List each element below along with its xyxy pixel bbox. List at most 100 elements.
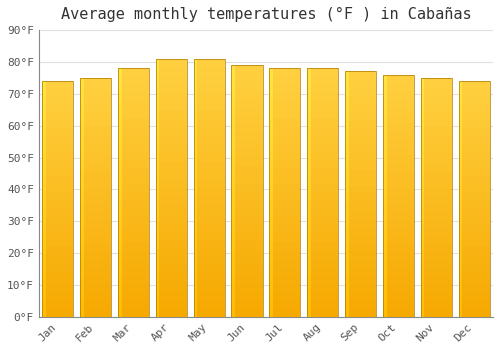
Bar xyxy=(156,136,187,145)
Bar xyxy=(345,309,349,317)
Bar xyxy=(383,123,386,131)
Bar xyxy=(458,112,490,120)
Bar xyxy=(194,93,198,102)
Bar xyxy=(156,127,187,136)
Bar xyxy=(270,184,273,192)
Bar xyxy=(458,160,490,168)
Bar xyxy=(156,214,187,222)
Bar xyxy=(118,77,122,85)
Bar xyxy=(80,142,111,149)
Bar xyxy=(118,176,149,184)
Bar xyxy=(307,275,338,284)
Bar xyxy=(194,127,198,136)
Bar xyxy=(345,71,349,80)
Bar xyxy=(42,175,74,183)
Bar xyxy=(42,246,46,254)
Bar xyxy=(421,197,452,205)
Bar xyxy=(80,245,111,253)
Bar xyxy=(80,94,111,102)
Bar xyxy=(42,152,74,160)
Bar xyxy=(80,158,111,166)
Bar xyxy=(307,159,311,168)
Bar xyxy=(421,277,424,285)
Bar xyxy=(194,93,224,102)
Bar xyxy=(42,270,74,278)
Bar xyxy=(383,147,386,155)
Bar xyxy=(42,144,74,152)
Bar xyxy=(458,175,490,183)
Bar xyxy=(80,253,84,261)
Bar xyxy=(421,78,452,86)
Bar xyxy=(383,91,386,99)
Bar xyxy=(307,267,311,275)
Bar xyxy=(194,119,198,127)
Bar xyxy=(421,86,452,94)
Bar xyxy=(156,222,187,231)
Bar xyxy=(345,153,349,161)
Bar xyxy=(345,227,349,235)
Bar xyxy=(42,160,46,168)
Bar xyxy=(42,285,46,293)
Bar xyxy=(156,205,160,214)
Bar xyxy=(232,292,262,300)
Bar xyxy=(421,269,452,277)
Bar xyxy=(118,209,149,217)
Bar xyxy=(118,126,149,134)
Bar xyxy=(156,257,160,265)
Bar xyxy=(80,126,84,134)
Bar xyxy=(270,102,273,110)
Bar xyxy=(118,77,149,85)
Bar xyxy=(118,85,149,93)
Bar xyxy=(458,105,462,112)
Bar xyxy=(80,293,111,301)
Bar xyxy=(270,184,300,192)
Bar xyxy=(421,166,424,174)
Bar xyxy=(270,134,300,143)
Bar xyxy=(345,178,376,186)
Bar xyxy=(421,158,452,166)
Bar xyxy=(307,143,311,151)
Bar xyxy=(194,110,224,119)
Bar xyxy=(458,199,490,207)
Bar xyxy=(42,278,46,285)
Bar xyxy=(383,75,414,317)
Bar xyxy=(194,291,224,300)
Bar xyxy=(118,201,122,209)
Bar xyxy=(156,110,160,119)
Bar xyxy=(383,204,414,212)
Bar xyxy=(421,261,452,269)
Bar xyxy=(421,102,452,110)
Bar xyxy=(307,267,338,275)
Bar xyxy=(383,309,386,317)
Bar xyxy=(345,292,376,300)
Bar xyxy=(458,199,462,207)
Bar xyxy=(232,199,235,208)
Bar xyxy=(307,85,311,93)
Bar xyxy=(80,189,84,197)
Bar xyxy=(118,68,149,77)
Bar xyxy=(118,234,149,242)
Bar xyxy=(383,75,414,83)
Bar xyxy=(458,97,462,105)
Bar xyxy=(42,223,46,230)
Bar xyxy=(194,188,224,196)
Bar xyxy=(80,118,111,126)
Bar xyxy=(42,230,46,238)
Bar xyxy=(307,308,311,317)
Bar xyxy=(118,118,122,126)
Bar xyxy=(270,126,300,134)
Bar xyxy=(458,254,462,262)
Bar xyxy=(307,217,311,226)
Bar xyxy=(194,222,198,231)
Bar xyxy=(383,212,414,220)
Bar xyxy=(458,270,462,278)
Bar xyxy=(80,78,111,317)
Bar xyxy=(156,179,187,188)
Bar xyxy=(421,181,424,189)
Bar xyxy=(345,243,349,251)
Bar xyxy=(118,193,149,201)
Bar xyxy=(458,144,490,152)
Bar xyxy=(156,231,187,239)
Bar xyxy=(156,188,187,196)
Bar xyxy=(80,309,111,317)
